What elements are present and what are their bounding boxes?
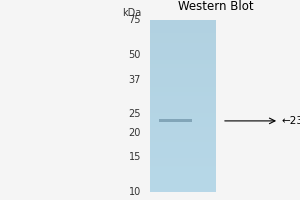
Text: 37: 37	[129, 75, 141, 85]
Text: 15: 15	[129, 152, 141, 162]
Text: ←23kDa: ←23kDa	[282, 116, 300, 126]
Text: 75: 75	[128, 15, 141, 25]
Text: 25: 25	[128, 109, 141, 119]
Text: 50: 50	[129, 50, 141, 60]
Text: Western Blot: Western Blot	[178, 0, 254, 13]
Text: kDa: kDa	[122, 8, 141, 18]
Text: 20: 20	[129, 128, 141, 138]
Text: 10: 10	[129, 187, 141, 197]
Bar	[159, 119, 192, 122]
